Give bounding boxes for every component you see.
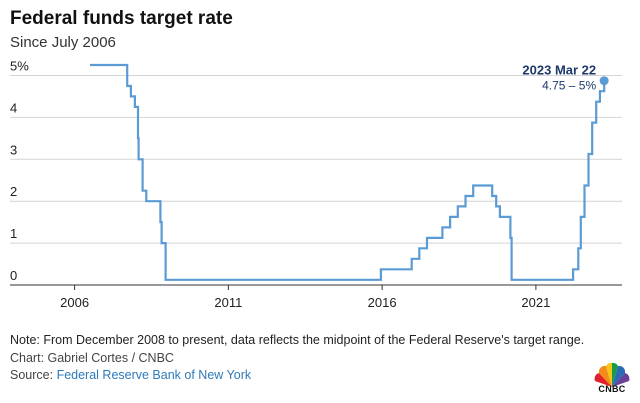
chart-area: 0 1 2 3 4 5% 2006 2011 2016 2021 2023 Mar 22 4.7…: [10, 58, 622, 310]
y-tick-label: 3: [10, 142, 17, 157]
footnote: Note: From December 2008 to present, dat…: [10, 333, 585, 347]
y-tick-label: 1: [10, 226, 17, 241]
y-tick-label: 5%: [10, 58, 29, 73]
x-tick-label: 2006: [60, 295, 89, 310]
annotation-value: 4.75 – 5%: [542, 79, 596, 93]
x-tick-label: 2021: [521, 295, 550, 310]
chart-title: Federal funds target rate: [10, 8, 233, 29]
annotation: 2023 Mar 22 4.75 – 5%: [522, 63, 596, 93]
source-line: Source: Federal Reserve Bank of New York: [10, 368, 251, 382]
source-link[interactable]: Federal Reserve Bank of New York: [56, 368, 252, 382]
y-tick-label: 2: [10, 184, 17, 199]
series-line: [90, 63, 606, 281]
y-axis-ticks: 0 1 2 3 4 5%: [10, 58, 29, 283]
chart-credit: Chart: Gabriel Cortes / CNBC: [10, 351, 174, 365]
cnbc-logo-text: CNBC: [598, 384, 626, 394]
y-tick-label: 4: [10, 100, 17, 115]
highlight-point: [599, 76, 609, 86]
x-tick-label: 2016: [368, 295, 397, 310]
x-axis-ticks: 2006 2011 2016 2021: [60, 285, 550, 310]
y-tick-label: 0: [10, 268, 17, 283]
chart-subtitle: Since July 2006: [10, 34, 116, 51]
cnbc-peacock-icon: [594, 362, 630, 387]
series-layer: [90, 63, 609, 281]
x-tick-label: 2011: [214, 295, 242, 310]
source-prefix: Source:: [10, 368, 57, 382]
annotation-date: 2023 Mar 22: [522, 63, 596, 78]
gridlines: [10, 74, 622, 244]
